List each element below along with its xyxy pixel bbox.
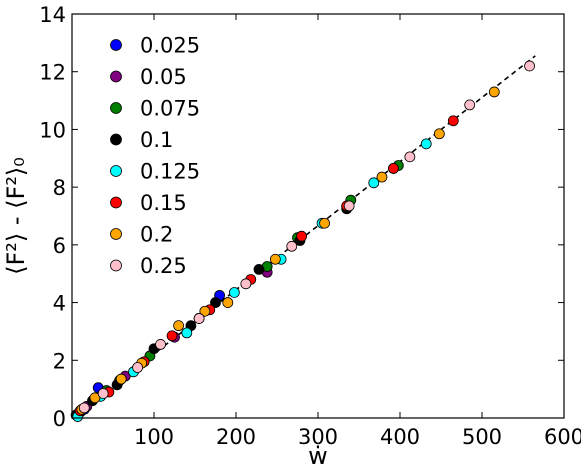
y-tick-label: 8 [53,176,66,200]
data-point [447,115,459,127]
y-tick-label: 12 [39,61,66,85]
data-point [388,162,399,174]
legend-marker [110,259,122,272]
legend-marker [110,133,122,146]
data-point [228,287,240,298]
legend-item: 0.05 [110,65,187,89]
legend-item: 0.1 [110,128,173,152]
legend-label: 0.05 [140,65,187,89]
series-0.25 [78,60,535,414]
data-point [404,151,416,163]
data-point [343,200,355,212]
data-point [132,362,144,373]
data-point [193,313,205,324]
data-point [240,278,252,290]
data-point [296,230,308,242]
data-point [166,330,178,342]
legend-marker [110,228,122,240]
data-point [524,60,535,72]
legend-item: 0.075 [110,97,200,121]
legend-label: 0.1 [140,128,173,152]
legend-marker [110,70,122,83]
x-tick-label: 200 [216,425,256,449]
legend-marker [110,102,122,114]
x-axis-label: ẇ [308,442,328,470]
legend-marker [110,165,122,177]
legend-label: 0.125 [140,160,200,184]
y-tick-label: 2 [53,349,66,373]
data-point [319,217,330,229]
data-point [269,253,281,265]
data-point [464,99,476,111]
data-point [253,263,265,275]
data-point [199,305,211,317]
y-axis-label: ⟨F²⟩ - ⟨F²⟩₀ [2,157,30,275]
legend-item: 0.2 [110,223,173,247]
fit-line [71,55,536,419]
data-point [155,339,166,350]
y-tick-label: 6 [53,234,66,258]
legend-label: 0.2 [140,223,173,247]
data-point [210,297,221,308]
data-point [222,297,234,308]
legend-label: 0.025 [140,34,200,58]
plot-content [70,55,536,422]
legend-label: 0.25 [140,254,187,278]
data-point [181,327,193,339]
legend-item: 0.025 [110,34,200,58]
x-tick-label: 400 [380,425,420,449]
y-tick-label: 0 [53,407,66,431]
data-point [115,373,127,385]
data-point [368,177,380,189]
data-point [433,128,445,140]
data-point [286,240,298,252]
legend-marker [110,196,122,209]
legend-label: 0.15 [140,191,187,215]
x-tick-label: 500 [462,425,502,449]
axis-ticks: 100 200 300 400 500 600 0 2 4 6 8 10 12 14 [39,3,581,449]
y-tick-label: 4 [53,292,66,316]
legend-item: 0.125 [110,160,200,184]
legend-item: 0.25 [110,254,187,278]
y-tick-label: 10 [39,118,66,142]
data-point [488,86,500,98]
legend-label: 0.075 [140,97,200,121]
x-tick-label: 300 [298,425,338,449]
x-tick-label: 600 [544,425,581,449]
legend-marker [110,39,122,51]
legend: 0.025 0.05 0.075 0.1 0.125 0.15 0.2 0.25 [110,34,200,278]
data-point [78,402,90,414]
legend-item: 0.15 [110,191,187,215]
x-tick-label: 100 [134,425,174,449]
y-tick-label: 14 [39,3,66,27]
data-point [376,171,388,183]
data-point [173,320,185,332]
data-point [420,138,432,150]
data-point [97,388,109,399]
